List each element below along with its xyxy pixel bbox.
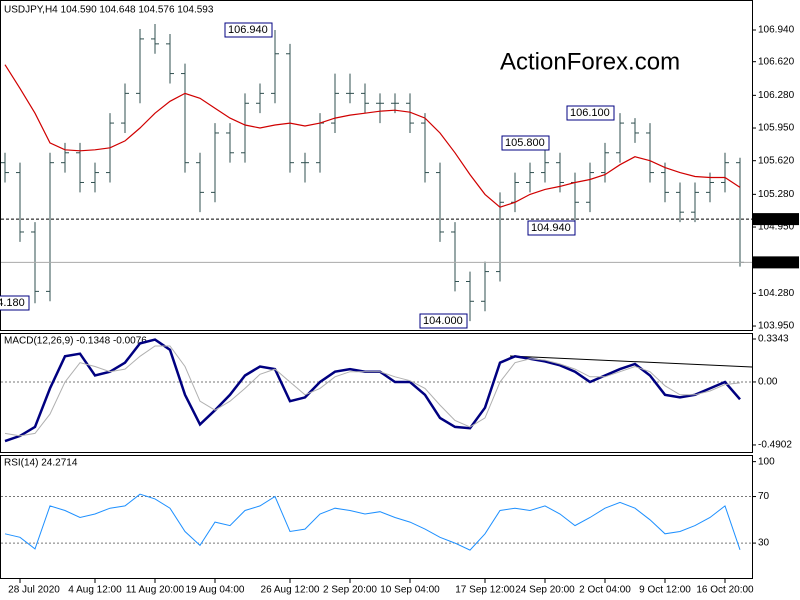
x-tick-label: 11 Aug 20:00: [126, 585, 185, 596]
price-panel: [0, 0, 753, 331]
annotation-box: [501, 135, 550, 151]
annotation-box: [0, 295, 30, 311]
rsi-line: [4, 493, 741, 551]
annotation-box: [224, 22, 273, 38]
annotation: 104.940: [531, 222, 571, 234]
y-tick-label: 106.620: [758, 56, 795, 67]
y-tick-label: 0.3343: [758, 334, 789, 345]
annotation: 106.100: [570, 107, 610, 119]
moving-average: [4, 64, 741, 208]
annotation-box: [566, 105, 615, 121]
y-tick-label: 103.950: [758, 321, 795, 332]
rsi-title: RSI(14) 24.2714: [4, 458, 78, 469]
annotation: 104.000: [423, 315, 463, 327]
x-tick-label: 24 Sep 20:00: [515, 585, 575, 596]
price-title: USDJPY,H4 104.590 104.648 104.576 104.59…: [4, 5, 214, 16]
y-tick-label: 105.950: [758, 123, 795, 134]
watermark: ActionForex.com: [500, 48, 680, 75]
y-tick-label: 0.00: [758, 377, 778, 388]
annotation: 105.800: [505, 137, 545, 149]
signal-line: [4, 345, 741, 437]
x-tick-label: 9 Oct 12:00: [639, 585, 691, 596]
annotation: 104.180: [0, 297, 25, 309]
y-tick-label: 106.280: [758, 90, 795, 101]
macd-trendline: [509, 355, 753, 368]
x-tick-label: 19 Aug 04:00: [186, 585, 245, 596]
annotation: 106.940: [228, 24, 268, 36]
price-label-box: [753, 256, 799, 269]
x-tick-label: 2 Sep 20:00: [323, 585, 377, 596]
y-tick-label: 105.620: [758, 155, 795, 166]
price-label: 104.593: [756, 257, 793, 268]
y-tick-label: 105.280: [758, 189, 795, 200]
macd-panel: [0, 333, 753, 453]
y-tick-label: -0.4902: [758, 440, 792, 451]
y-tick-label: 106.940: [758, 25, 795, 36]
x-tick-label: 17 Sep 12:00: [455, 585, 515, 596]
rsi-panel: [0, 455, 753, 579]
annotation-box: [419, 313, 468, 329]
y-tick-label: 104.950: [758, 222, 795, 233]
y-tick-label: 30: [758, 538, 770, 549]
annotation-box: [527, 220, 576, 236]
y-tick-label: 100: [758, 456, 775, 467]
x-tick-label: 4 Aug 12:00: [68, 585, 122, 596]
x-tick-label: 10 Sep 04:00: [380, 585, 440, 596]
x-tick-label: 2 Oct 04:00: [579, 585, 631, 596]
y-tick-label: 104.280: [758, 288, 795, 299]
price-label: 105.030: [756, 214, 793, 225]
x-tick-label: 16 Oct 20:00: [696, 585, 754, 596]
macd-title: MACD(12,26,9) -0.1348 -0.0076: [4, 336, 147, 347]
y-tick-label: 70: [758, 491, 770, 502]
x-tick-label: 28 Jul 2020: [8, 585, 60, 596]
price-label-box: [753, 213, 799, 226]
x-tick-label: 26 Aug 12:00: [261, 585, 320, 596]
